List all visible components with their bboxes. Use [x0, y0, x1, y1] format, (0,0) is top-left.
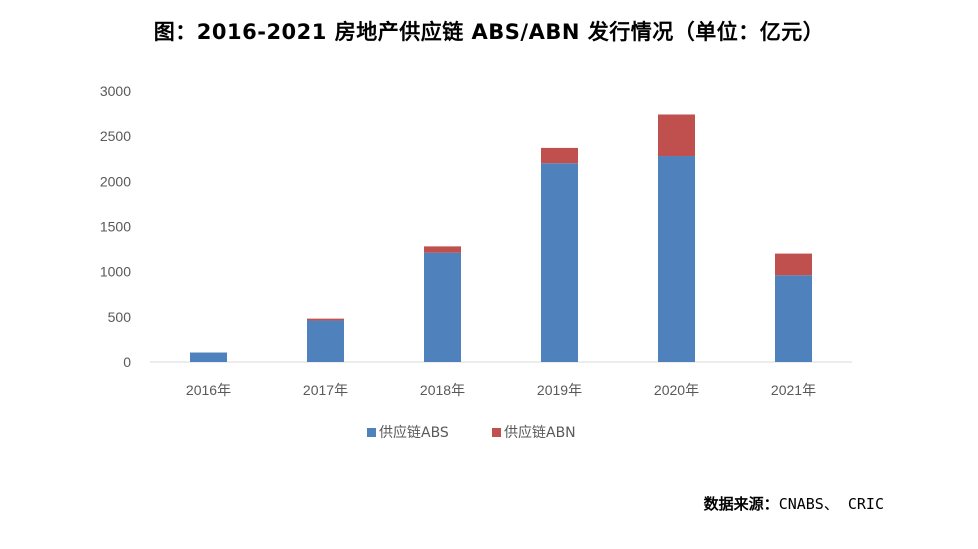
x-tick-label: 2017年 — [303, 382, 348, 398]
bars — [190, 114, 812, 362]
bar-abn — [424, 246, 461, 253]
bar-abn — [775, 253, 812, 276]
x-tick-label: 2016年 — [186, 382, 231, 398]
bar-abs — [775, 275, 812, 362]
y-axis-ticks: 0 500 1000 1500 2000 2500 3000 — [100, 83, 131, 370]
legend: 供应链ABS 供应链ABN — [367, 424, 576, 441]
legend-label: 供应链ABS — [379, 424, 449, 441]
source-text: CNABS、 CRIC — [778, 495, 884, 513]
source-prefix: 数据来源： — [703, 495, 779, 513]
source-note: 数据来源：CNABS、 CRIC — [704, 493, 884, 514]
legend-label: 供应链ABN — [504, 424, 576, 441]
bar-abs — [658, 156, 695, 362]
x-tick-label: 2021年 — [771, 382, 816, 398]
y-tick-label: 1500 — [100, 219, 131, 235]
y-tick-label: 2500 — [100, 128, 131, 144]
x-tick-label: 2018年 — [420, 382, 465, 398]
y-tick-label: 1000 — [100, 264, 131, 280]
x-axis-ticks: 2016年 2017年 2018年 2019年 2020年 2021年 — [186, 382, 816, 398]
y-tick-label: 0 — [123, 354, 131, 370]
y-tick-label: 500 — [108, 309, 132, 325]
x-tick-label: 2020年 — [654, 382, 699, 398]
x-tick-label: 2019年 — [537, 382, 582, 398]
bar-abs — [541, 163, 578, 362]
y-tick-label: 3000 — [100, 83, 131, 99]
legend-swatch — [367, 428, 376, 437]
chart-title: 图：2016-2021 房地产供应链 ABS/ABN 发行情况（单位：亿元） — [153, 20, 825, 44]
bar-abs — [190, 352, 227, 362]
bar-abn — [541, 147, 578, 164]
bar-abn — [658, 114, 695, 157]
bar-abs — [424, 252, 461, 362]
legend-swatch — [492, 428, 501, 437]
bar-abs — [307, 320, 344, 362]
bar-abn — [307, 318, 344, 321]
y-tick-label: 2000 — [100, 173, 131, 189]
